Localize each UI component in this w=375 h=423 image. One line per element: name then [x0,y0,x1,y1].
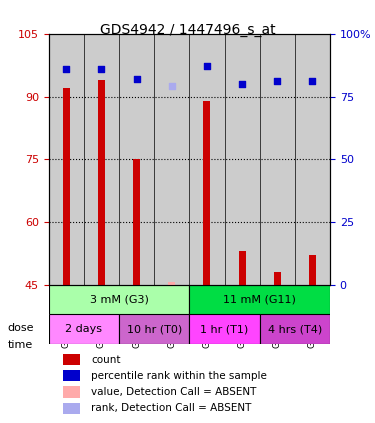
Point [204,63,210,70]
Bar [309,255,316,285]
Point [309,78,315,85]
Text: 4 hrs (T4): 4 hrs (T4) [268,324,322,334]
Text: count: count [91,354,120,365]
FancyBboxPatch shape [119,314,189,344]
Bar [225,34,260,285]
Point [99,66,105,72]
Text: 11 mM (G11): 11 mM (G11) [223,294,296,305]
Bar [133,159,140,285]
Bar [119,34,154,285]
Text: percentile rank within the sample: percentile rank within the sample [91,371,267,381]
Bar [98,80,105,285]
Bar [203,101,210,285]
Bar [295,34,330,285]
Text: rank, Detection Call = ABSENT: rank, Detection Call = ABSENT [91,403,251,413]
Text: 10 hr (T0): 10 hr (T0) [127,324,182,334]
Bar [168,283,175,285]
Bar [168,283,175,285]
Text: GDS4942 / 1447496_s_at: GDS4942 / 1447496_s_at [100,23,275,37]
Text: dose: dose [8,323,34,333]
Text: time: time [8,340,33,350]
Bar [63,403,80,414]
Point [169,83,175,90]
Bar [63,354,80,365]
Point [63,66,69,72]
Bar [154,34,189,285]
Point [239,81,245,88]
FancyBboxPatch shape [189,285,330,314]
Bar [274,272,281,285]
Text: 3 mM (G3): 3 mM (G3) [90,294,148,305]
Bar [84,34,119,285]
Text: 1 hr (T1): 1 hr (T1) [200,324,249,334]
Bar [63,370,80,382]
Point [274,78,280,85]
Bar [63,386,80,398]
Bar [49,34,84,285]
FancyBboxPatch shape [260,314,330,344]
FancyBboxPatch shape [189,314,260,344]
FancyBboxPatch shape [49,314,119,344]
Bar [63,88,70,285]
Point [134,76,140,82]
FancyBboxPatch shape [49,285,189,314]
Bar [189,34,225,285]
Text: value, Detection Call = ABSENT: value, Detection Call = ABSENT [91,387,256,397]
Bar [238,251,246,285]
Text: 2 days: 2 days [65,324,102,334]
Bar [260,34,295,285]
